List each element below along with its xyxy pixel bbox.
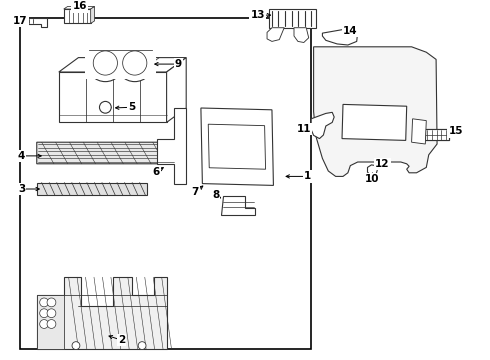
Polygon shape xyxy=(167,58,186,122)
Circle shape xyxy=(93,51,118,75)
Text: 5: 5 xyxy=(128,102,135,112)
Polygon shape xyxy=(64,6,95,9)
Polygon shape xyxy=(157,108,186,184)
Text: 6: 6 xyxy=(152,167,159,177)
Polygon shape xyxy=(59,72,167,122)
Circle shape xyxy=(40,298,49,307)
Text: 13: 13 xyxy=(250,10,265,20)
Circle shape xyxy=(72,342,80,350)
Polygon shape xyxy=(59,58,186,72)
Circle shape xyxy=(40,320,49,328)
Bar xyxy=(37,183,147,195)
Text: 4: 4 xyxy=(18,151,25,161)
Circle shape xyxy=(138,342,146,350)
Text: 16: 16 xyxy=(73,1,87,12)
Bar xyxy=(20,18,311,349)
Text: 14: 14 xyxy=(343,26,358,36)
Text: 9: 9 xyxy=(175,59,182,69)
Polygon shape xyxy=(267,28,284,41)
Text: 12: 12 xyxy=(375,159,390,169)
Polygon shape xyxy=(221,196,255,215)
Circle shape xyxy=(116,44,153,82)
Circle shape xyxy=(47,320,56,328)
Polygon shape xyxy=(37,142,174,164)
Circle shape xyxy=(122,51,147,75)
Text: 8: 8 xyxy=(212,190,219,200)
Polygon shape xyxy=(28,18,47,27)
Polygon shape xyxy=(314,47,437,176)
Bar xyxy=(64,9,91,23)
Polygon shape xyxy=(208,124,266,169)
Circle shape xyxy=(47,309,56,318)
Polygon shape xyxy=(91,6,95,23)
Circle shape xyxy=(87,44,124,82)
Polygon shape xyxy=(342,104,407,140)
Bar xyxy=(425,129,449,140)
Polygon shape xyxy=(322,29,358,45)
Text: 7: 7 xyxy=(191,187,199,197)
Polygon shape xyxy=(37,295,64,349)
Polygon shape xyxy=(368,165,377,176)
Text: 10: 10 xyxy=(365,174,380,184)
Polygon shape xyxy=(311,112,334,139)
Text: 17: 17 xyxy=(13,16,28,26)
Text: 1: 1 xyxy=(304,171,311,181)
Text: 15: 15 xyxy=(448,126,463,136)
Text: 2: 2 xyxy=(118,335,125,345)
Bar xyxy=(270,9,316,28)
Polygon shape xyxy=(37,277,167,349)
Text: 11: 11 xyxy=(296,124,311,134)
Polygon shape xyxy=(201,108,273,185)
Polygon shape xyxy=(412,119,426,144)
Circle shape xyxy=(40,309,49,318)
Polygon shape xyxy=(294,28,309,42)
Polygon shape xyxy=(425,129,449,140)
Circle shape xyxy=(47,298,56,307)
Circle shape xyxy=(99,102,111,113)
Text: 3: 3 xyxy=(18,184,25,194)
